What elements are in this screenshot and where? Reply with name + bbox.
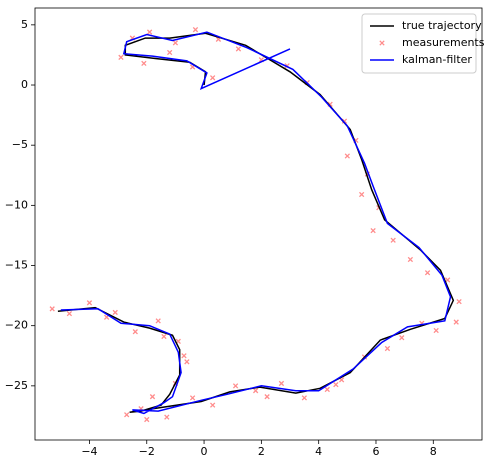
plot-frame bbox=[34, 7, 483, 441]
y-tick-label: −25 bbox=[5, 379, 28, 392]
measurement-marker bbox=[358, 191, 365, 198]
measurement-marker bbox=[370, 227, 376, 234]
measurement-marker bbox=[167, 49, 173, 56]
measurement-marker bbox=[86, 300, 93, 306]
measurement-marker bbox=[344, 153, 350, 159]
measurement-marker bbox=[341, 118, 348, 124]
measurement-marker bbox=[161, 333, 167, 340]
y-tick-label: −5 bbox=[12, 138, 28, 151]
x-tick-label: 6 bbox=[372, 445, 379, 458]
series-line bbox=[60, 31, 452, 415]
legend-marker bbox=[379, 40, 385, 46]
measurement-marker bbox=[181, 353, 187, 359]
x-tick-label: 8 bbox=[430, 445, 437, 458]
measurement-marker bbox=[209, 75, 216, 81]
y-tick-label: −20 bbox=[5, 319, 28, 332]
measurement-marker bbox=[384, 345, 391, 352]
measurement-marker bbox=[141, 60, 147, 67]
measurement-marker bbox=[184, 359, 190, 365]
measurement-marker bbox=[149, 394, 156, 400]
measurement-marker bbox=[252, 388, 259, 394]
measurement-marker bbox=[456, 298, 462, 305]
y-tick-label: −10 bbox=[5, 198, 28, 211]
measurement-marker bbox=[132, 329, 138, 335]
measurement-marker bbox=[407, 256, 414, 263]
x-tick-label: 4 bbox=[315, 445, 322, 458]
measurement-marker bbox=[390, 237, 396, 243]
legend-label: kalman-filter bbox=[402, 53, 472, 66]
y-tick-label: −15 bbox=[5, 259, 28, 272]
measurement-marker bbox=[301, 395, 308, 401]
measurement-marker bbox=[264, 394, 270, 400]
measurement-marker bbox=[172, 40, 179, 46]
measurement-marker bbox=[235, 46, 242, 52]
x-tick-label: −2 bbox=[139, 445, 155, 458]
y-tick-label: 5 bbox=[21, 18, 28, 31]
legend: true trajectory measurements kalman-filter bbox=[361, 13, 485, 74]
measurement-marker bbox=[155, 318, 161, 324]
measurement-marker bbox=[324, 386, 330, 393]
legend-box bbox=[361, 13, 477, 74]
legend-label: measurements bbox=[402, 36, 485, 49]
x-tick-label: 2 bbox=[258, 445, 265, 458]
measurement-marker bbox=[49, 306, 55, 312]
y-tick-label: 0 bbox=[21, 78, 28, 91]
measurement-marker bbox=[453, 319, 459, 325]
x-tick-label: −4 bbox=[81, 445, 97, 458]
measurement-marker bbox=[124, 412, 130, 418]
measurement-marker bbox=[189, 395, 196, 401]
measurement-marker bbox=[444, 277, 451, 283]
measurement-marker bbox=[278, 380, 285, 387]
series-line bbox=[57, 32, 455, 414]
measurement-marker bbox=[399, 335, 405, 341]
measurement-marker bbox=[333, 381, 339, 388]
measurement-marker bbox=[118, 54, 124, 60]
measurement-marker bbox=[192, 27, 199, 33]
measurement-marker bbox=[144, 416, 150, 423]
legend-label: true trajectory bbox=[402, 19, 482, 32]
measurement-marker bbox=[164, 414, 170, 420]
measurement-marker bbox=[232, 383, 239, 389]
measurement-marker bbox=[424, 270, 431, 276]
x-tick-label: 0 bbox=[201, 445, 208, 458]
measurement-marker bbox=[66, 310, 73, 317]
measurement-marker bbox=[146, 29, 153, 35]
measurement-marker bbox=[112, 309, 118, 316]
measurement-marker bbox=[433, 327, 439, 334]
measurement-marker bbox=[209, 402, 216, 408]
